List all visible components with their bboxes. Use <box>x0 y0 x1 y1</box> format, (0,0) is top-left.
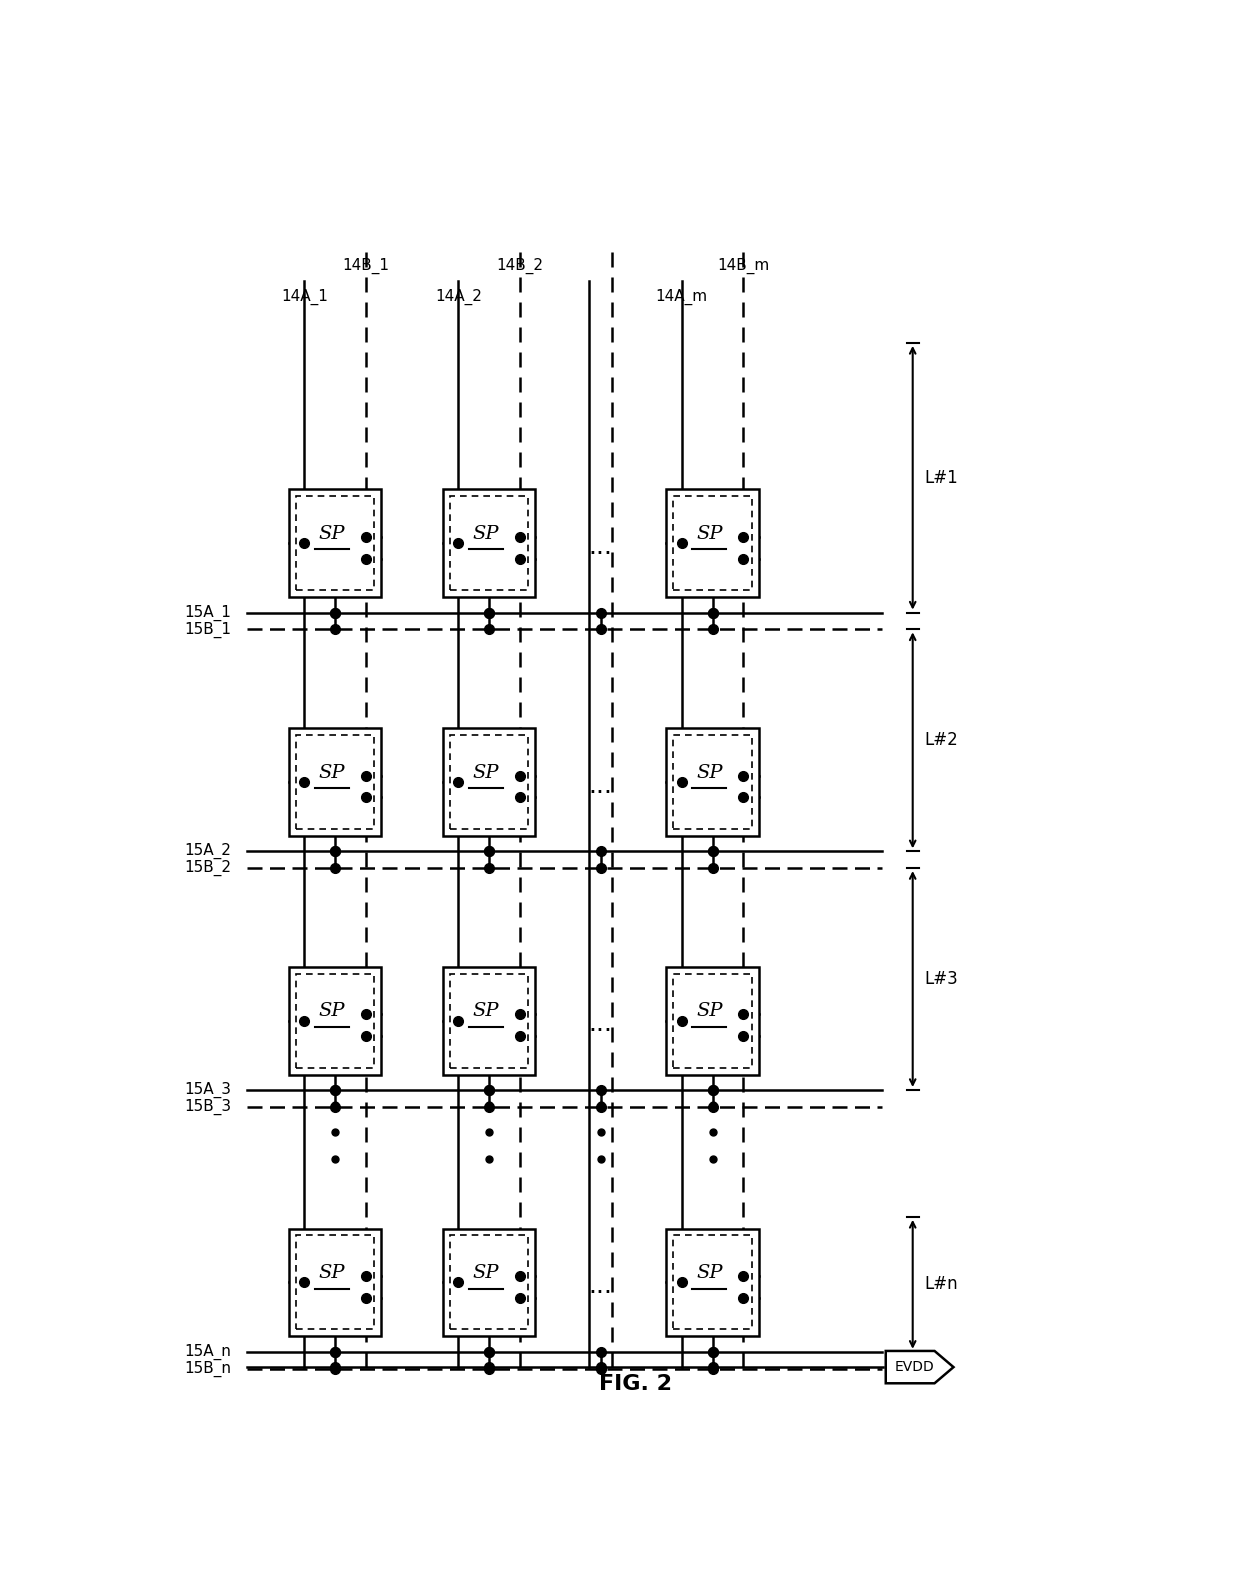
FancyBboxPatch shape <box>673 973 751 1067</box>
FancyBboxPatch shape <box>296 495 374 591</box>
FancyBboxPatch shape <box>450 735 528 829</box>
Text: L#1: L#1 <box>924 468 959 488</box>
FancyBboxPatch shape <box>289 727 382 835</box>
FancyBboxPatch shape <box>673 735 751 829</box>
Polygon shape <box>885 1351 954 1383</box>
Text: SP: SP <box>696 1002 723 1021</box>
Text: 14B_2: 14B_2 <box>496 257 543 273</box>
Text: 14B_1: 14B_1 <box>342 257 389 273</box>
FancyBboxPatch shape <box>450 495 528 591</box>
FancyBboxPatch shape <box>443 1229 536 1337</box>
Text: ...: ... <box>589 1274 613 1299</box>
Text: SP: SP <box>319 1264 346 1282</box>
Text: SP: SP <box>472 1002 500 1021</box>
Text: FIG. 2: FIG. 2 <box>599 1374 672 1394</box>
Text: ...: ... <box>589 535 613 559</box>
Text: 15B_3: 15B_3 <box>184 1099 231 1115</box>
FancyBboxPatch shape <box>289 967 382 1075</box>
Text: EVDD: EVDD <box>895 1359 935 1374</box>
FancyBboxPatch shape <box>443 967 536 1075</box>
FancyBboxPatch shape <box>450 1235 528 1329</box>
FancyBboxPatch shape <box>289 1229 382 1337</box>
Text: SP: SP <box>319 1002 346 1021</box>
FancyBboxPatch shape <box>666 727 759 835</box>
Text: 14A_1: 14A_1 <box>281 289 327 305</box>
FancyBboxPatch shape <box>666 967 759 1075</box>
Text: L#2: L#2 <box>924 732 959 750</box>
Text: 14A_m: 14A_m <box>656 289 708 305</box>
Text: SP: SP <box>319 526 346 543</box>
FancyBboxPatch shape <box>443 727 536 835</box>
Text: 15A_3: 15A_3 <box>185 1081 231 1097</box>
FancyBboxPatch shape <box>443 489 536 597</box>
Text: SP: SP <box>472 1264 500 1282</box>
Text: 14A_2: 14A_2 <box>435 289 482 305</box>
Text: 14B_m: 14B_m <box>717 257 770 273</box>
Text: L#n: L#n <box>924 1275 957 1293</box>
Text: SP: SP <box>319 764 346 781</box>
Text: ...: ... <box>589 1013 613 1037</box>
Text: SP: SP <box>472 764 500 781</box>
Text: SP: SP <box>696 526 723 543</box>
Text: 15B_n: 15B_n <box>185 1361 231 1377</box>
FancyBboxPatch shape <box>296 973 374 1067</box>
FancyBboxPatch shape <box>673 1235 751 1329</box>
FancyBboxPatch shape <box>450 973 528 1067</box>
Text: 15B_2: 15B_2 <box>185 861 231 877</box>
Text: ...: ... <box>589 773 613 797</box>
Text: 15A_2: 15A_2 <box>185 843 231 859</box>
FancyBboxPatch shape <box>666 1229 759 1337</box>
Text: SP: SP <box>696 1264 723 1282</box>
Text: SP: SP <box>472 526 500 543</box>
Text: L#3: L#3 <box>924 970 959 988</box>
FancyBboxPatch shape <box>673 495 751 591</box>
Text: 15B_1: 15B_1 <box>185 621 231 637</box>
Text: SP: SP <box>696 764 723 781</box>
Text: 15A_n: 15A_n <box>185 1343 231 1359</box>
FancyBboxPatch shape <box>666 489 759 597</box>
Text: 15A_1: 15A_1 <box>185 605 231 621</box>
FancyBboxPatch shape <box>289 489 382 597</box>
FancyBboxPatch shape <box>296 735 374 829</box>
FancyBboxPatch shape <box>296 1235 374 1329</box>
